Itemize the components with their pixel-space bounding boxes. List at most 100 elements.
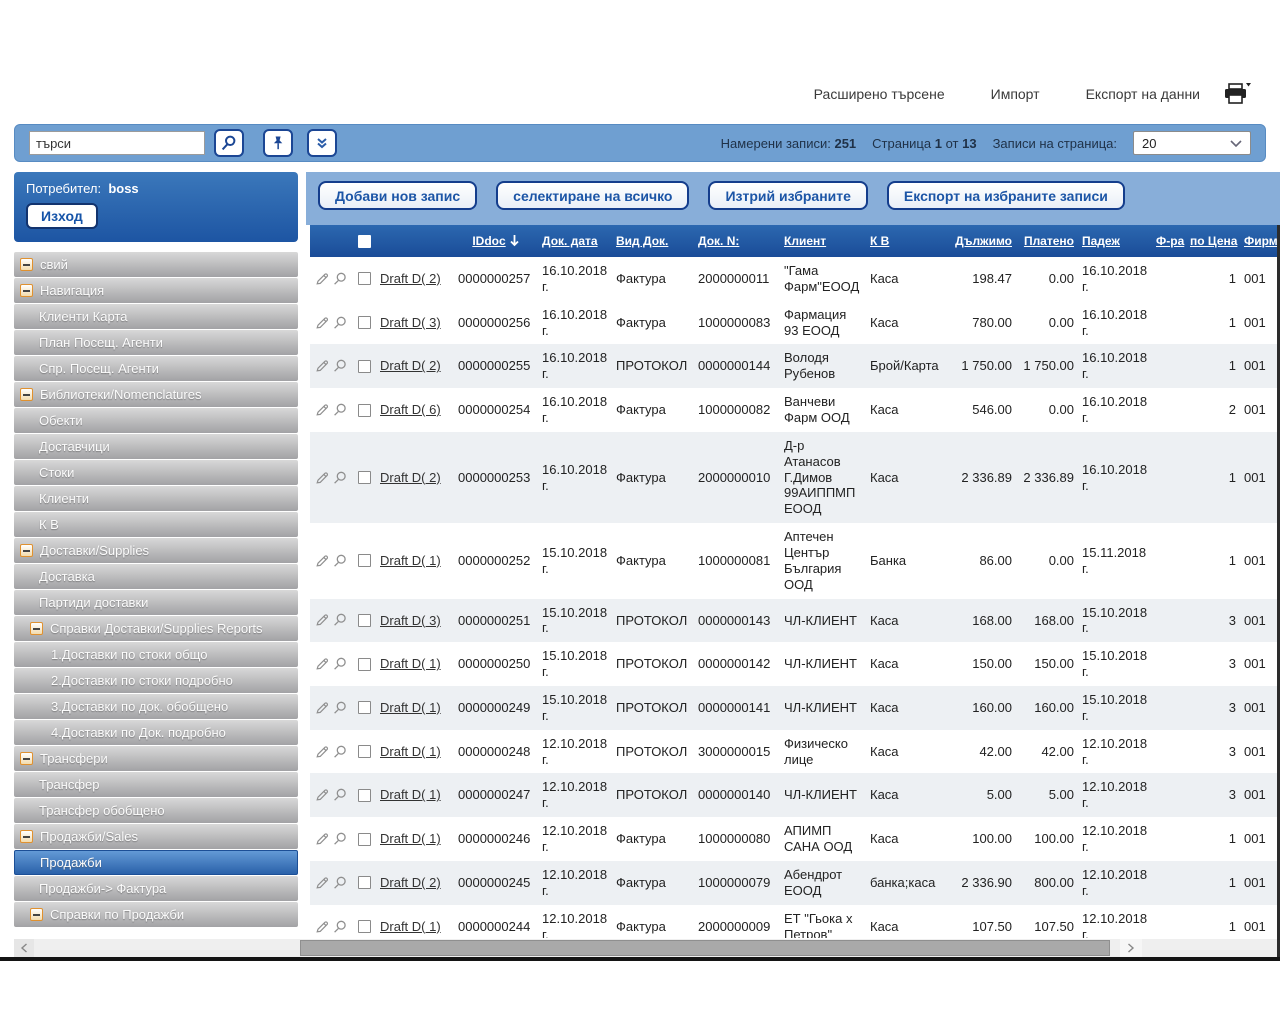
sidebar-item[interactable]: Обекти bbox=[14, 408, 298, 433]
collapse-minus-icon[interactable] bbox=[20, 830, 33, 843]
scroll-right-button[interactable] bbox=[1120, 939, 1142, 957]
draft-link[interactable]: Draft D( 1) bbox=[380, 552, 441, 568]
sidebar-item[interactable]: свий bbox=[14, 252, 298, 277]
preview-icon[interactable] bbox=[332, 656, 348, 672]
sidebar-item[interactable]: Доставки/Supplies bbox=[14, 538, 298, 563]
row-checkbox[interactable] bbox=[358, 471, 371, 485]
row-checkbox[interactable] bbox=[358, 876, 371, 890]
sidebar-item[interactable]: Доставчици bbox=[14, 434, 298, 459]
header-dulzhimo[interactable]: Дължимо bbox=[955, 234, 1012, 248]
collapse-minus-icon[interactable] bbox=[20, 752, 33, 765]
edit-icon[interactable] bbox=[314, 271, 330, 287]
select-all-checkbox[interactable] bbox=[358, 234, 371, 248]
sidebar-item[interactable]: 3.Доставки по док. обобщено bbox=[14, 694, 298, 719]
scrollbar-thumb[interactable] bbox=[300, 940, 1110, 956]
search-button[interactable] bbox=[214, 129, 244, 157]
sidebar-item[interactable]: План Посещ. Агенти bbox=[14, 330, 298, 355]
per-page-select[interactable]: 20 bbox=[1133, 131, 1251, 155]
row-checkbox[interactable] bbox=[358, 316, 371, 330]
sidebar-item[interactable]: Стоки bbox=[14, 460, 298, 485]
collapse-minus-icon[interactable] bbox=[20, 258, 33, 271]
collapse-minus-icon[interactable] bbox=[20, 284, 33, 297]
row-checkbox[interactable] bbox=[358, 832, 371, 846]
sidebar-item[interactable]: Продажби-> Фактура bbox=[14, 876, 298, 901]
preview-icon[interactable] bbox=[332, 470, 348, 486]
header-fra[interactable]: Ф-ра bbox=[1156, 234, 1185, 248]
sidebar-item[interactable]: Клиенти bbox=[14, 486, 298, 511]
header-iddoc[interactable]: IDdoc bbox=[454, 225, 538, 257]
preview-icon[interactable] bbox=[332, 553, 348, 569]
sidebar-item[interactable]: Трансфер обобщено bbox=[14, 798, 298, 823]
delete-selected-button[interactable]: Изтрий избраните bbox=[708, 181, 868, 210]
collapse-minus-icon[interactable] bbox=[30, 908, 43, 921]
header-plateno[interactable]: Платено bbox=[1023, 234, 1074, 248]
collapse-minus-icon[interactable] bbox=[30, 622, 43, 635]
search-input[interactable] bbox=[29, 131, 205, 155]
draft-link[interactable]: Draft D( 1) bbox=[380, 743, 441, 759]
sidebar-item[interactable]: Навигация bbox=[14, 278, 298, 303]
preview-icon[interactable] bbox=[332, 875, 348, 891]
edit-icon[interactable] bbox=[314, 700, 330, 716]
row-checkbox[interactable] bbox=[358, 788, 371, 802]
logout-button[interactable]: Изход bbox=[26, 203, 98, 229]
preview-icon[interactable] bbox=[332, 700, 348, 716]
row-checkbox[interactable] bbox=[358, 272, 371, 286]
row-checkbox[interactable] bbox=[358, 359, 371, 373]
add-record-button[interactable]: Добави нов запис bbox=[318, 181, 478, 210]
sidebar-item[interactable]: Спр. Посещ. Агенти bbox=[14, 356, 298, 381]
header-padezh[interactable]: Падеж bbox=[1082, 234, 1120, 248]
header-vid[interactable]: Вид Док. bbox=[616, 234, 669, 248]
edit-icon[interactable] bbox=[314, 787, 330, 803]
edit-icon[interactable] bbox=[314, 744, 330, 760]
edit-icon[interactable] bbox=[314, 875, 330, 891]
draft-link[interactable]: Draft D( 2) bbox=[380, 874, 441, 890]
preview-icon[interactable] bbox=[332, 831, 348, 847]
preview-icon[interactable] bbox=[332, 919, 348, 935]
edit-icon[interactable] bbox=[314, 553, 330, 569]
preview-icon[interactable] bbox=[332, 612, 348, 628]
advanced-search-link[interactable]: Расширено търсене bbox=[813, 86, 945, 102]
sidebar-item[interactable]: 4.Доставки по Док. подробно bbox=[14, 720, 298, 745]
edit-icon[interactable] bbox=[314, 358, 330, 374]
sidebar-item[interactable]: Партиди доставки bbox=[14, 590, 298, 615]
edit-icon[interactable] bbox=[314, 612, 330, 628]
preview-icon[interactable] bbox=[332, 271, 348, 287]
draft-link[interactable]: Draft D( 1) bbox=[380, 699, 441, 715]
sidebar-item[interactable]: 1.Доставки по стоки общо bbox=[14, 642, 298, 667]
row-checkbox[interactable] bbox=[358, 745, 371, 759]
sidebar-item[interactable]: Справки Доставки/Supplies Reports bbox=[14, 616, 298, 641]
draft-link[interactable]: Draft D( 1) bbox=[380, 787, 441, 803]
draft-link[interactable]: Draft D( 3) bbox=[380, 612, 441, 628]
export-data-link[interactable]: Експорт на данни bbox=[1085, 86, 1200, 102]
export-selected-button[interactable]: Експорт на избраните записи bbox=[886, 181, 1125, 210]
edit-icon[interactable] bbox=[314, 315, 330, 331]
row-checkbox[interactable] bbox=[358, 701, 371, 715]
sidebar-item[interactable]: 2.Доставки по стоки подробно bbox=[14, 668, 298, 693]
edit-icon[interactable] bbox=[314, 656, 330, 672]
draft-link[interactable]: Draft D( 2) bbox=[380, 358, 441, 374]
draft-link[interactable]: Draft D( 1) bbox=[380, 831, 441, 847]
edit-icon[interactable] bbox=[314, 919, 330, 935]
sidebar-item[interactable]: Клиенти Карта bbox=[14, 304, 298, 329]
edit-icon[interactable] bbox=[314, 470, 330, 486]
sidebar-item[interactable]: Библиотеки/Nomenclatures bbox=[14, 382, 298, 407]
draft-link[interactable]: Draft D( 2) bbox=[380, 270, 441, 286]
select-all-button[interactable]: селектиране на всичко bbox=[496, 181, 690, 210]
row-checkbox[interactable] bbox=[358, 920, 371, 933]
preview-icon[interactable] bbox=[332, 315, 348, 331]
draft-link[interactable]: Draft D( 2) bbox=[380, 469, 441, 485]
row-checkbox[interactable] bbox=[358, 657, 371, 671]
import-link[interactable]: Импорт bbox=[990, 86, 1040, 102]
collapse-minus-icon[interactable] bbox=[20, 544, 33, 557]
header-kv[interactable]: К В bbox=[870, 234, 890, 248]
edit-icon[interactable] bbox=[314, 831, 330, 847]
sidebar-item[interactable]: Справки по Продажби bbox=[14, 902, 298, 927]
header-klient[interactable]: Клиент bbox=[784, 234, 827, 248]
preview-icon[interactable] bbox=[332, 402, 348, 418]
sidebar-item[interactable]: Трансфер bbox=[14, 772, 298, 797]
row-checkbox[interactable] bbox=[358, 403, 371, 417]
preview-icon[interactable] bbox=[332, 744, 348, 760]
header-po-cena[interactable]: по Цена bbox=[1190, 234, 1238, 248]
preview-icon[interactable] bbox=[332, 358, 348, 374]
collapse-minus-icon[interactable] bbox=[20, 388, 33, 401]
